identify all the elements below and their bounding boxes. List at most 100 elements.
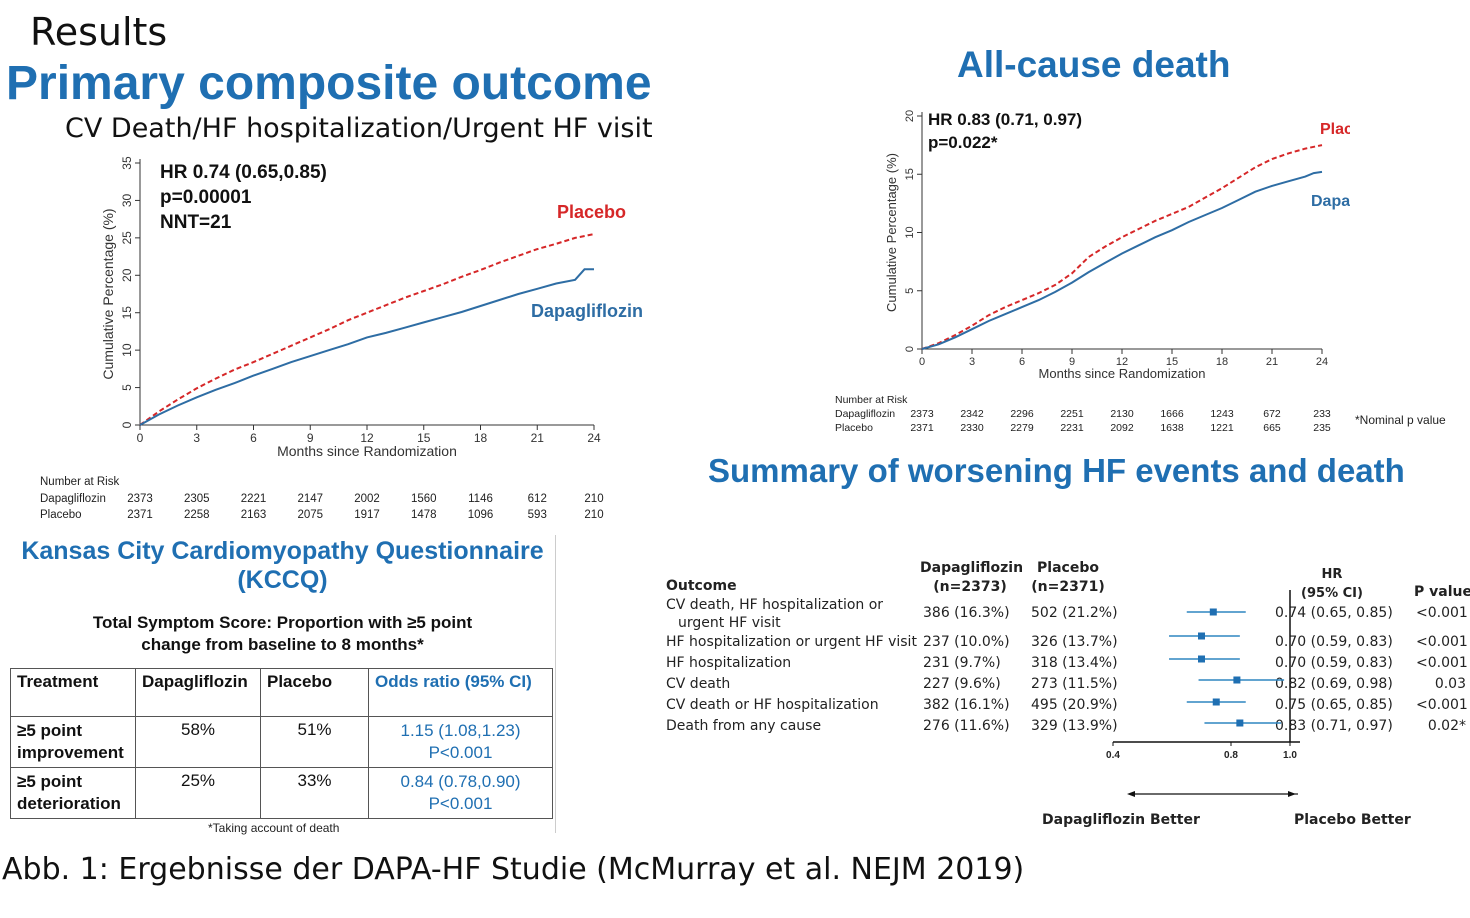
arrow-right-icon	[1288, 791, 1296, 797]
kccq-footnote: *Taking account of death	[208, 821, 340, 835]
risk-value: 2330	[960, 422, 984, 434]
arrow-left-icon	[1127, 791, 1135, 797]
table-header-cell: Odds ratio (95% CI)	[368, 668, 553, 717]
forest-point	[1212, 698, 1220, 706]
x-tick-label: 21	[1266, 356, 1278, 368]
kccq-subtitle-line1: Total Symptom Score: Proportion with ≥5 …	[92, 613, 473, 632]
table-cell: ≥5 point improvement	[10, 716, 136, 768]
p-value: 0.03	[1434, 676, 1466, 692]
treatment-line: improvement	[17, 743, 124, 762]
p-value: <0.001	[1416, 634, 1468, 650]
kccq-subtitle: Total Symptom Score: Proportion with ≥5 …	[10, 612, 555, 656]
x-tick-label: 21	[531, 431, 545, 445]
risk-value: 2221	[240, 493, 267, 505]
kccq-title: Kansas City Cardiomyopathy Questionnaire…	[10, 537, 555, 595]
y-tick-label: 10	[904, 226, 916, 238]
legend-label-dapagliflozin: Dapagliflozin	[1311, 193, 1350, 210]
dapagliflozin-value: 237 (10.0%)	[923, 634, 1010, 650]
kccq-title-text: Kansas City Cardiomyopathy Questionnaire…	[21, 537, 544, 594]
y-tick-label: 20	[120, 268, 134, 282]
dapagliflozin-value: 382 (16.1%)	[923, 697, 1010, 713]
acd-title: All-cause death	[957, 44, 1231, 85]
x-tick-label: 6	[250, 431, 257, 445]
risk-value: 1096	[467, 509, 494, 521]
y-tick-label: 15	[120, 306, 134, 320]
risk-value: 612	[527, 493, 547, 505]
x-tick-label: 6	[1019, 356, 1025, 368]
forest-point	[1209, 608, 1217, 616]
forest-x-tick-label: 0.4	[1106, 750, 1120, 761]
header-line: (n=2371)	[1031, 579, 1105, 595]
primary-p-text: p=0.00001	[160, 187, 252, 208]
kccq-panel-border	[555, 535, 556, 833]
table-row: ≥5 point deterioration 25% 33% 0.84 (0.7…	[10, 767, 553, 819]
x-tick-label: 24	[587, 431, 601, 445]
dapagliflozin-better-label: Dapagliflozin Better	[1042, 812, 1200, 828]
forest-point	[1198, 655, 1205, 663]
risk-value: 1221	[1210, 422, 1234, 434]
table-cell: ≥5 point deterioration	[10, 767, 136, 819]
acd-km-chart: 0 3 6 9 12 15 18 21 24 0 5 10 15 20 Months since Rando…	[884, 110, 1350, 381]
y-axis-label: Cumulative Percentage (%)	[100, 208, 116, 379]
series-line-placebo	[921, 144, 1323, 350]
forest-point	[1198, 632, 1205, 640]
primary-title: Primary composite outcome	[6, 57, 652, 110]
forest-x-tick-label: 0.8	[1224, 750, 1238, 761]
risk-value: 2373	[127, 493, 153, 505]
y-tick-label: 25	[120, 231, 134, 245]
y-tick-label: 0	[904, 346, 916, 352]
risk-header: Number at Risk	[40, 476, 120, 488]
x-tick-label: 3	[969, 356, 975, 368]
forest-plot: 0.40.81.01.2	[1106, 590, 1300, 797]
risk-value: 1666	[1160, 408, 1184, 420]
risk-value: 1243	[1210, 408, 1234, 420]
y-axis-label: Cumulative Percentage (%)	[884, 153, 899, 312]
placebo-value: 318 (13.4%)	[1031, 655, 1118, 671]
treatment-line: ≥5 point	[17, 772, 83, 791]
placebo-value: 273 (11.5%)	[1031, 676, 1118, 692]
p-value: <0.001	[1416, 655, 1468, 671]
outcome-label: HF hospitalization	[666, 655, 792, 671]
y-tick-label: 10	[120, 343, 134, 357]
forest-header-placebo: Placebo (n=2371)	[1028, 559, 1108, 597]
risk-header: Number at Risk	[835, 394, 908, 406]
y-tick-label: 0	[120, 421, 134, 428]
primary-subtitle: CV Death/HF hospitalization/Urgent HF vi…	[65, 113, 653, 144]
risk-value: 2296	[1010, 408, 1034, 420]
forest-header-hr: HR (95% CI)	[1292, 565, 1372, 603]
risk-value: 2002	[354, 493, 380, 505]
risk-value: 235	[1313, 422, 1331, 434]
kccq-table: Treatment Dapagliflozin Placebo Odds rat…	[10, 668, 553, 819]
table-cell: 51%	[260, 716, 369, 768]
risk-value: 1146	[468, 493, 493, 505]
placebo-value: 502 (21.2%)	[1031, 605, 1118, 621]
placebo-value: 329 (13.9%)	[1031, 718, 1118, 734]
risk-value: 1638	[1160, 422, 1184, 434]
table-cell: 33%	[260, 767, 369, 819]
x-tick-label: 12	[1116, 356, 1128, 368]
treatment-line: deterioration	[17, 794, 121, 813]
risk-value: 210	[584, 493, 604, 505]
risk-value: 2342	[960, 408, 984, 420]
outcome-label: CV death or HF hospitalization	[666, 697, 879, 713]
x-tick-label: 15	[1166, 356, 1178, 368]
table-cell: 1.15 (1.08,1.23) P<0.001	[368, 716, 553, 768]
nominal-p-footnote: *Nominal p value	[1355, 413, 1446, 427]
outcome-label: HF hospitalization or urgent HF visit	[666, 634, 917, 650]
forest-point	[1233, 676, 1241, 684]
hr-value: 0.70 (0.59, 0.83)	[1275, 634, 1393, 650]
risk-label-dapagliflozin: Dapagliflozin	[40, 493, 106, 505]
p-value: P<0.001	[428, 743, 493, 762]
header-line: (95% CI)	[1301, 586, 1363, 601]
x-tick-label: 18	[1216, 356, 1228, 368]
risk-value: 2231	[1060, 422, 1084, 434]
table-row: ≥5 point improvement 58% 51% 1.15 (1.08,…	[10, 716, 553, 768]
risk-value: 2075	[297, 509, 324, 521]
acd-risk-table: Number at Risk Dapagliflozin Placebo 237…	[835, 394, 1355, 436]
x-axis-label: Months since Randomization	[1039, 366, 1206, 381]
risk-value: 233	[1313, 408, 1331, 420]
x-tick-label: 9	[1069, 356, 1075, 368]
legend-label-placebo: Placebo	[557, 202, 626, 222]
x-axis-label: Months since Randomization	[277, 443, 457, 459]
risk-value: 2279	[1010, 422, 1034, 434]
